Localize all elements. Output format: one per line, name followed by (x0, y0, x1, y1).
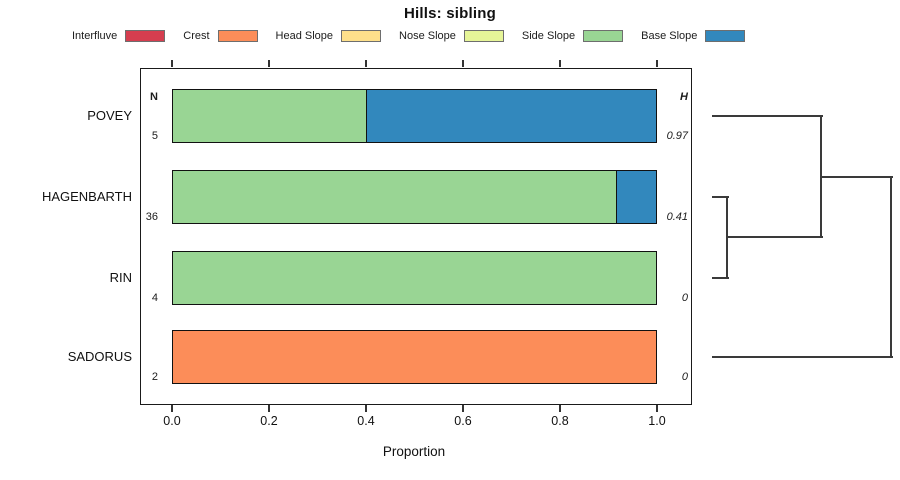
legend-item-label: Crest (183, 30, 210, 42)
stacked-bar-rin (172, 251, 657, 305)
category-label-rin: RIN (109, 270, 132, 285)
axis-tick-label: 0.0 (163, 414, 181, 428)
legend-swatch-icon (463, 30, 504, 42)
stacked-bar-sadorus (172, 330, 657, 384)
n-value: 4 (151, 292, 158, 304)
axis-tick-bottom (656, 405, 658, 412)
legend-item-label: Base Slope (641, 30, 698, 42)
axis-tick-top (365, 60, 367, 67)
legend-item-nose-slope: Nose Slope (399, 30, 504, 42)
dendrogram-vline (890, 176, 892, 358)
n-value: 2 (151, 371, 158, 383)
legend-item-side-slope: Side Slope (521, 30, 624, 42)
category-label-hagenbarth: HAGENBARTH (41, 189, 132, 204)
axis-tick-label: 1.0 (648, 414, 666, 428)
legend-item-label: Nose Slope (399, 30, 456, 42)
bar-segment-base-slope (615, 171, 656, 223)
n-value: 5 (151, 130, 158, 142)
h-column-header: H (680, 91, 688, 103)
legend-item-head-slope: Head Slope (276, 30, 382, 42)
dendrogram-hline (727, 236, 823, 238)
axis-tick-bottom (365, 405, 367, 412)
legend-swatch-icon (125, 30, 166, 42)
bar-segment-crest (173, 331, 656, 383)
dendrogram-hline (712, 356, 893, 358)
bar-segment-side-slope (173, 171, 616, 223)
bar-segment-side-slope (173, 90, 367, 142)
axis-tick-label: 0.2 (260, 414, 278, 428)
legend-item-crest: Crest (183, 30, 258, 42)
legend-swatch-icon (217, 30, 258, 42)
h-value: 0 (681, 371, 688, 383)
axis-tick-label: 0.6 (454, 414, 472, 428)
n-column-header: N (150, 91, 158, 103)
axis-tick-top (268, 60, 270, 67)
legend-item-label: Interfluve (72, 30, 118, 42)
axis-tick-bottom (171, 405, 173, 412)
legend-item-base-slope: Base Slope (641, 30, 746, 42)
dendrogram-hline (712, 277, 729, 279)
axis-tick-top (656, 60, 658, 67)
dendrogram-hline (712, 196, 729, 198)
legend-item-interfluve: Interfluve (72, 30, 166, 42)
bar-segment-side-slope (173, 252, 656, 304)
n-value: 36 (145, 211, 158, 223)
axis-tick-top (171, 60, 173, 67)
legend-swatch-icon (341, 30, 382, 42)
axis-tick-top (559, 60, 561, 67)
chart-title: Hills: sibling (404, 5, 496, 22)
legend-swatch-icon (583, 30, 624, 42)
category-label-povey: POVEY (87, 108, 132, 123)
stacked-bar-hagenbarth (172, 170, 657, 224)
axis-tick-label: 0.4 (357, 414, 375, 428)
dendrogram-hline (821, 176, 893, 178)
h-value: 0.41 (666, 211, 688, 223)
axis-tick-top (462, 60, 464, 67)
h-value: 0.97 (666, 130, 688, 142)
axis-tick-bottom (268, 405, 270, 412)
dendrogram-hline (712, 115, 823, 117)
legend-item-label: Head Slope (275, 30, 334, 42)
legend-swatch-icon (705, 30, 746, 42)
h-value: 0 (681, 292, 688, 304)
axis-tick-bottom (559, 405, 561, 412)
category-label-sadorus: SADORUS (67, 349, 132, 364)
axis-tick-label: 0.8 (551, 414, 569, 428)
axis-tick-bottom (462, 405, 464, 412)
legend: Interfluve Crest Head Slope Nose Slope Side … (72, 27, 832, 45)
x-axis-label: Proportion (382, 444, 446, 459)
stacked-bar-povey (172, 89, 657, 143)
legend-item-label: Side Slope (521, 30, 576, 42)
bar-segment-base-slope (366, 90, 656, 142)
